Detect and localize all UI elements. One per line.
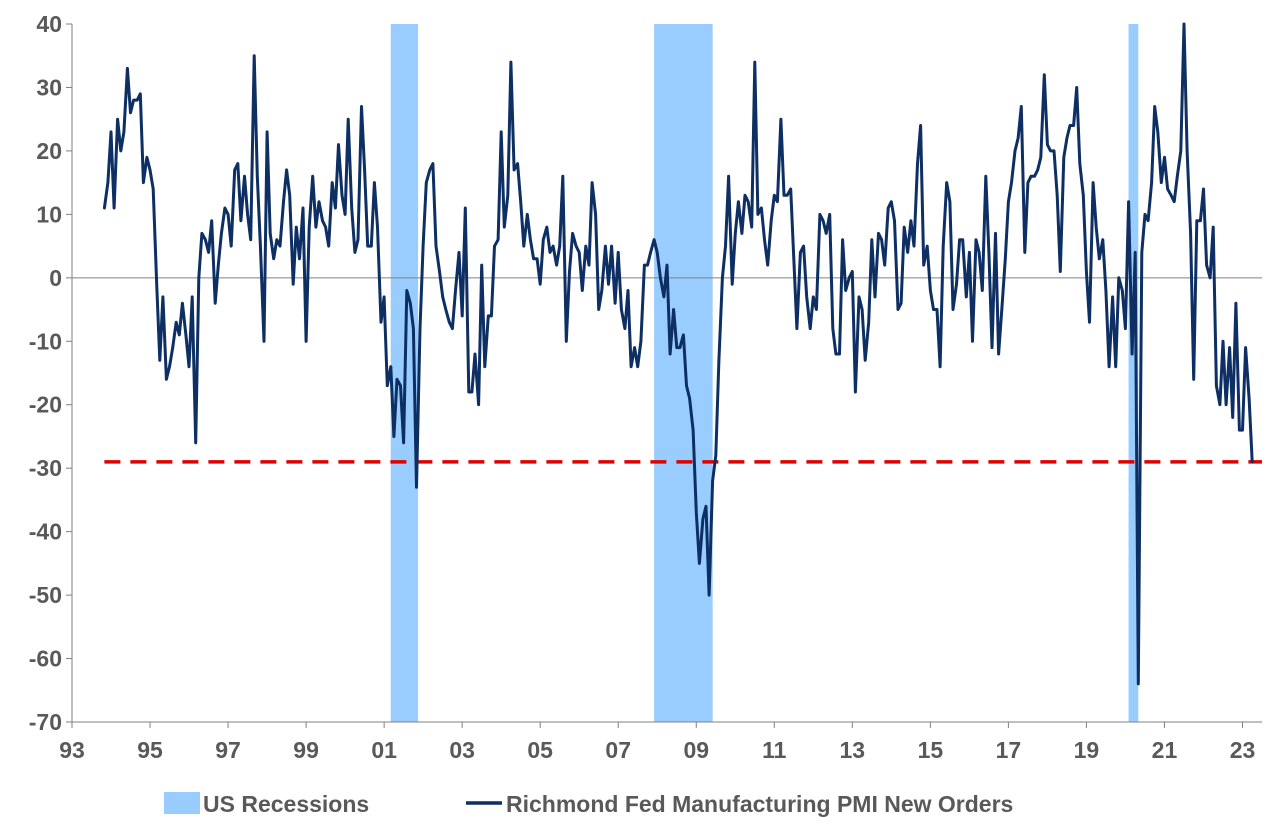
- x-tick-label: 97: [215, 737, 241, 763]
- x-tick-labels: 93 95 97 99 01 03 05 07 09 11 13 15 17 19 21 23: [59, 737, 1255, 763]
- x-tick-label: 11: [762, 737, 787, 763]
- legend-label-series: Richmond Fed Manufacturing PMI New Order…: [506, 791, 1013, 817]
- series-line-1: [102, 22, 1254, 686]
- recession-bands: [390, 24, 1139, 722]
- x-tick-label: 09: [683, 737, 709, 763]
- y-tick-label: -60: [29, 646, 62, 672]
- x-tick-label: 95: [137, 737, 163, 763]
- series-layer: [102, 22, 1254, 686]
- y-tick-label: 10: [36, 201, 62, 227]
- y-tick-label: -30: [29, 455, 62, 481]
- y-tick-label: -50: [29, 582, 62, 608]
- y-tick-label: -20: [29, 392, 62, 418]
- y-tick-label: -70: [29, 709, 62, 735]
- x-tick-label: 23: [1230, 737, 1256, 763]
- x-tick-label: 99: [293, 737, 319, 763]
- legend-swatch-recessions: [164, 792, 200, 814]
- x-tick-label: 19: [1074, 737, 1100, 763]
- x-tick-label: 03: [449, 737, 475, 763]
- x-tick-label: 13: [840, 737, 866, 763]
- y-tick-labels: 40 30 20 10 0 -10 -20 -30 -40 -50 -60 -70: [29, 11, 62, 735]
- x-tick-label: 01: [371, 737, 397, 763]
- y-tick-label: 0: [49, 265, 62, 291]
- y-tick-label: 30: [36, 74, 62, 100]
- recession-band-3: [1128, 24, 1139, 722]
- x-tick-label: 17: [996, 737, 1022, 763]
- x-tick-label: 07: [605, 737, 631, 763]
- y-tick-label: 40: [36, 11, 62, 37]
- x-tick-label: 05: [527, 737, 553, 763]
- legend: US Recessions Richmond Fed Manufacturing…: [164, 791, 1013, 817]
- y-tick-label: -40: [29, 519, 62, 545]
- x-tick-label: 93: [59, 737, 85, 763]
- y-tick-label: -10: [29, 328, 62, 354]
- x-tick-label: 15: [918, 737, 944, 763]
- x-tick-label: 21: [1152, 737, 1178, 763]
- legend-label-recessions: US Recessions: [203, 791, 369, 817]
- recession-band-2: [654, 24, 713, 722]
- y-tick-label: 20: [36, 138, 62, 164]
